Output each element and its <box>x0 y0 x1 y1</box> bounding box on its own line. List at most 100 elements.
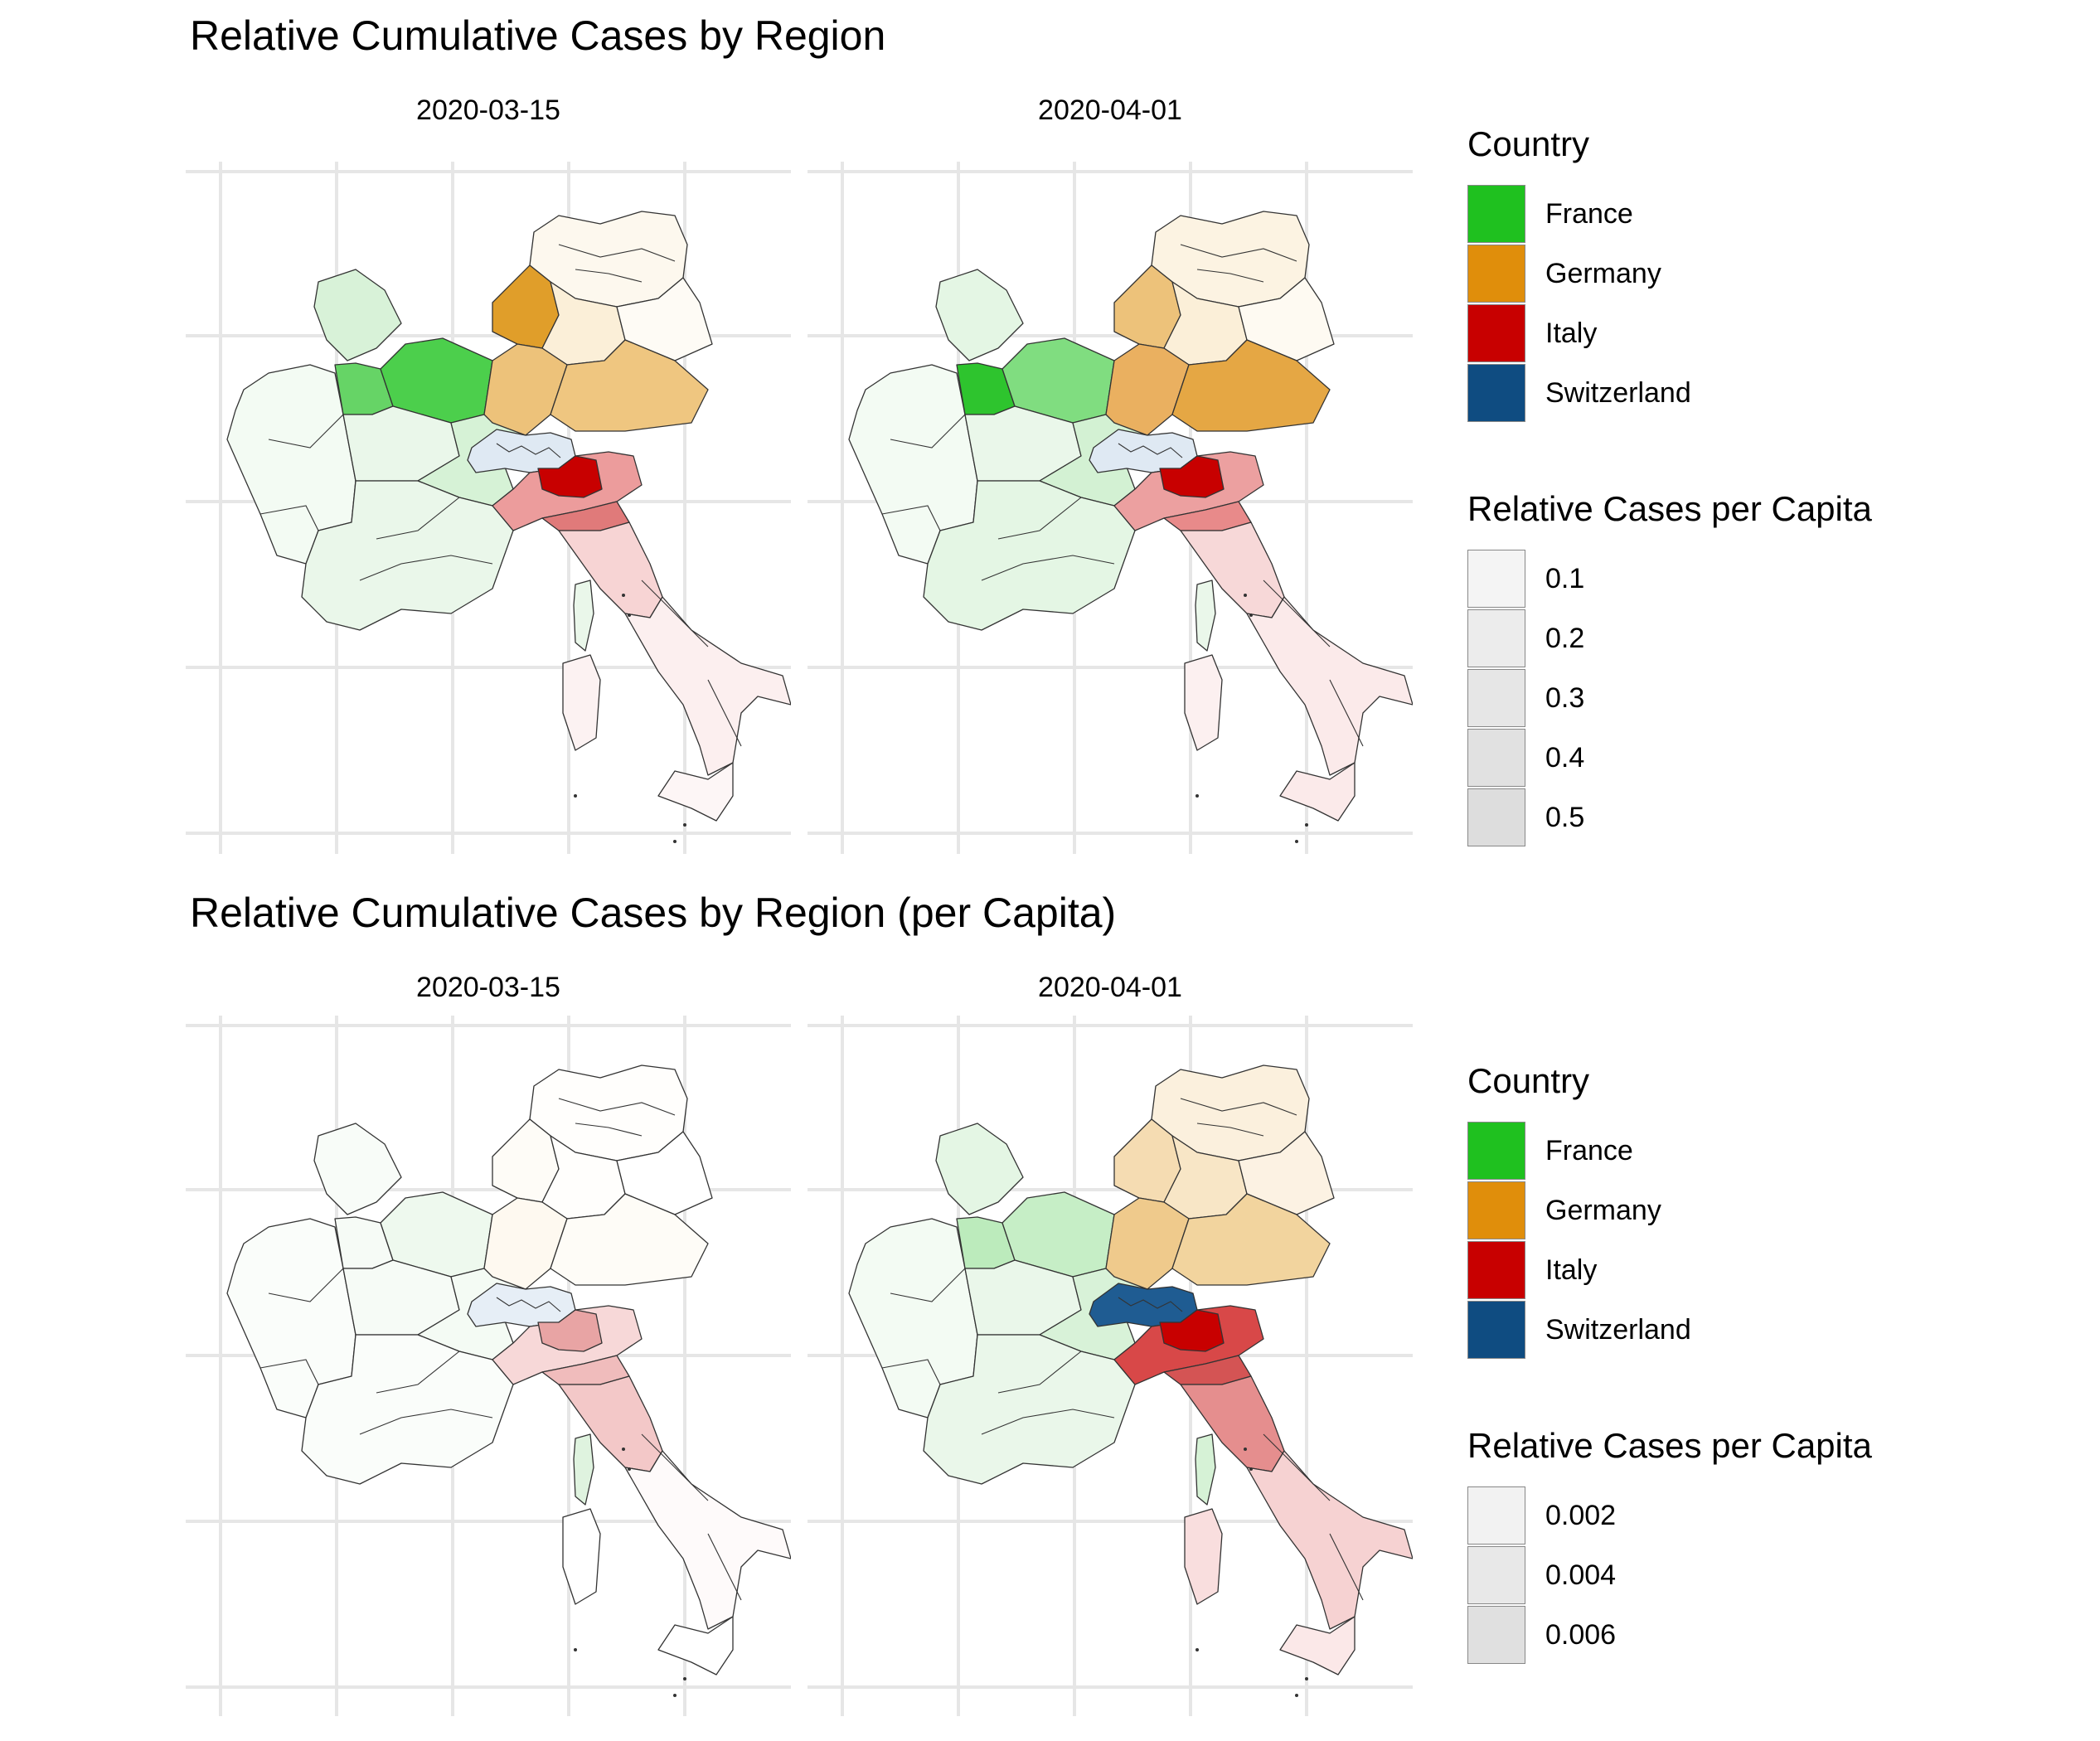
region-border <box>707 679 742 747</box>
legend-alpha-key-0: 0.1 <box>1467 549 1872 609</box>
region-border <box>575 269 643 283</box>
region-border <box>981 555 1115 581</box>
legend-alpha-title: Relative Cases per Capita <box>1467 489 1872 528</box>
island-mark <box>628 1467 631 1471</box>
legend-key-2: Italy <box>1467 1240 1872 1300</box>
legend-alpha-key-1: 0.004 <box>1467 1545 1872 1605</box>
region-border <box>359 555 493 581</box>
legend-key-label: 0.4 <box>1545 741 1585 774</box>
legend-swatch <box>1467 364 1525 422</box>
region-it-south <box>1246 1450 1413 1630</box>
country-keys: France Germany Italy Switzerland <box>1467 184 1872 423</box>
legend-key-label: France <box>1545 1134 1633 1166</box>
region-fr-corsica <box>573 580 594 652</box>
region-it-sardinia <box>562 654 601 751</box>
legend-swatch <box>1467 788 1525 846</box>
island-mark <box>1249 1467 1253 1471</box>
legend-swatch <box>1467 669 1525 727</box>
region-border <box>981 1409 1115 1435</box>
island-mark <box>622 594 625 597</box>
region-it-south <box>1246 596 1413 776</box>
region-border <box>1329 679 1364 747</box>
legend-swatch <box>1467 1181 1525 1239</box>
region-border <box>1180 244 1297 262</box>
legend-key-3: Switzerland <box>1467 1300 1872 1360</box>
legend-alpha-key-2: 0.006 <box>1467 1605 1872 1665</box>
region-de-by <box>1171 1193 1331 1286</box>
region-it-sicily <box>1279 762 1356 822</box>
legend-key-2: Italy <box>1467 303 1872 363</box>
region-fr-north <box>935 1123 1024 1215</box>
region-de-by <box>550 1193 709 1286</box>
region-it-sardinia <box>1184 654 1223 751</box>
region-border <box>268 1268 344 1302</box>
legend-alpha-title: Relative Cases per Capita <box>1467 1426 1872 1465</box>
region-border <box>359 1409 493 1435</box>
legend-key-label: Switzerland <box>1545 1313 1691 1346</box>
region-border <box>259 505 319 531</box>
region-it-sicily <box>657 1616 734 1676</box>
legend-alpha-key-2: 0.3 <box>1467 668 1872 728</box>
section-title-bottom: Relative Cumulative Cases by Region (per… <box>190 890 1117 936</box>
region-de-bw <box>1105 1197 1190 1290</box>
region-it-lombardy <box>1159 1309 1225 1352</box>
island-mark <box>1195 1648 1199 1651</box>
region-border <box>641 580 709 647</box>
legend-swatch <box>1467 185 1525 243</box>
legend-key-0: France <box>1467 1121 1872 1181</box>
legend-key-label: 0.1 <box>1545 562 1585 594</box>
region-border <box>641 1433 709 1501</box>
island-mark <box>1305 823 1308 827</box>
island-mark <box>1244 594 1247 597</box>
region-border <box>707 1533 742 1601</box>
region-it-sicily <box>1279 1616 1356 1676</box>
region-de-bw <box>483 343 568 436</box>
legend-key-label: 0.002 <box>1545 1499 1617 1531</box>
island-mark <box>1295 1694 1298 1697</box>
legend-key-label: Italy <box>1545 317 1598 349</box>
legend-key-0: France <box>1467 184 1872 244</box>
region-border <box>997 1351 1082 1394</box>
island-mark <box>1244 1448 1247 1451</box>
island-mark <box>574 1648 577 1651</box>
legend-key-label: 0.3 <box>1545 681 1585 714</box>
map-panel-bottom-right <box>808 1016 1413 1716</box>
region-de-by <box>1171 339 1331 432</box>
island-mark <box>1295 840 1298 843</box>
region-border <box>259 1359 319 1385</box>
region-border <box>1118 443 1183 458</box>
legend-alpha-key-1: 0.2 <box>1467 609 1872 668</box>
region-fr-north <box>935 269 1024 361</box>
region-border <box>376 497 460 540</box>
legend-key-label: 0.5 <box>1545 801 1585 833</box>
region-de-by <box>550 339 709 432</box>
region-it-south <box>624 596 791 776</box>
island-mark <box>1249 613 1253 617</box>
region-border <box>1263 580 1331 647</box>
island-mark <box>683 823 686 827</box>
legend-swatch <box>1467 1546 1525 1604</box>
island-mark <box>1195 794 1199 798</box>
section-title-top: Relative Cumulative Cases by Region <box>190 12 886 59</box>
legend-key-label: Germany <box>1545 1194 1661 1226</box>
legend-top: Country France Germany Italy Switzerland Re… <box>1467 124 1872 847</box>
facet-label-top-right: 2020-04-01 <box>1038 95 1182 126</box>
region-border <box>558 244 676 262</box>
region-border <box>268 414 344 449</box>
region-border <box>1263 1433 1331 1501</box>
region-border <box>890 414 966 449</box>
region-border <box>496 1297 561 1312</box>
region-border <box>1196 1123 1264 1137</box>
map-panel-top-right <box>808 162 1413 854</box>
island-mark <box>683 1677 686 1680</box>
alpha-keys: 0.1 0.2 0.3 0.4 0.5 <box>1467 549 1872 847</box>
region-fr-north <box>313 269 402 361</box>
legend-swatch <box>1467 245 1525 303</box>
region-it-sardinia <box>562 1508 601 1605</box>
region-it-lombardy <box>537 1309 603 1352</box>
region-fr-corsica <box>1195 1433 1216 1506</box>
legend-key-label: 0.006 <box>1545 1618 1617 1651</box>
island-mark <box>628 613 631 617</box>
region-it-lombardy <box>537 455 603 498</box>
